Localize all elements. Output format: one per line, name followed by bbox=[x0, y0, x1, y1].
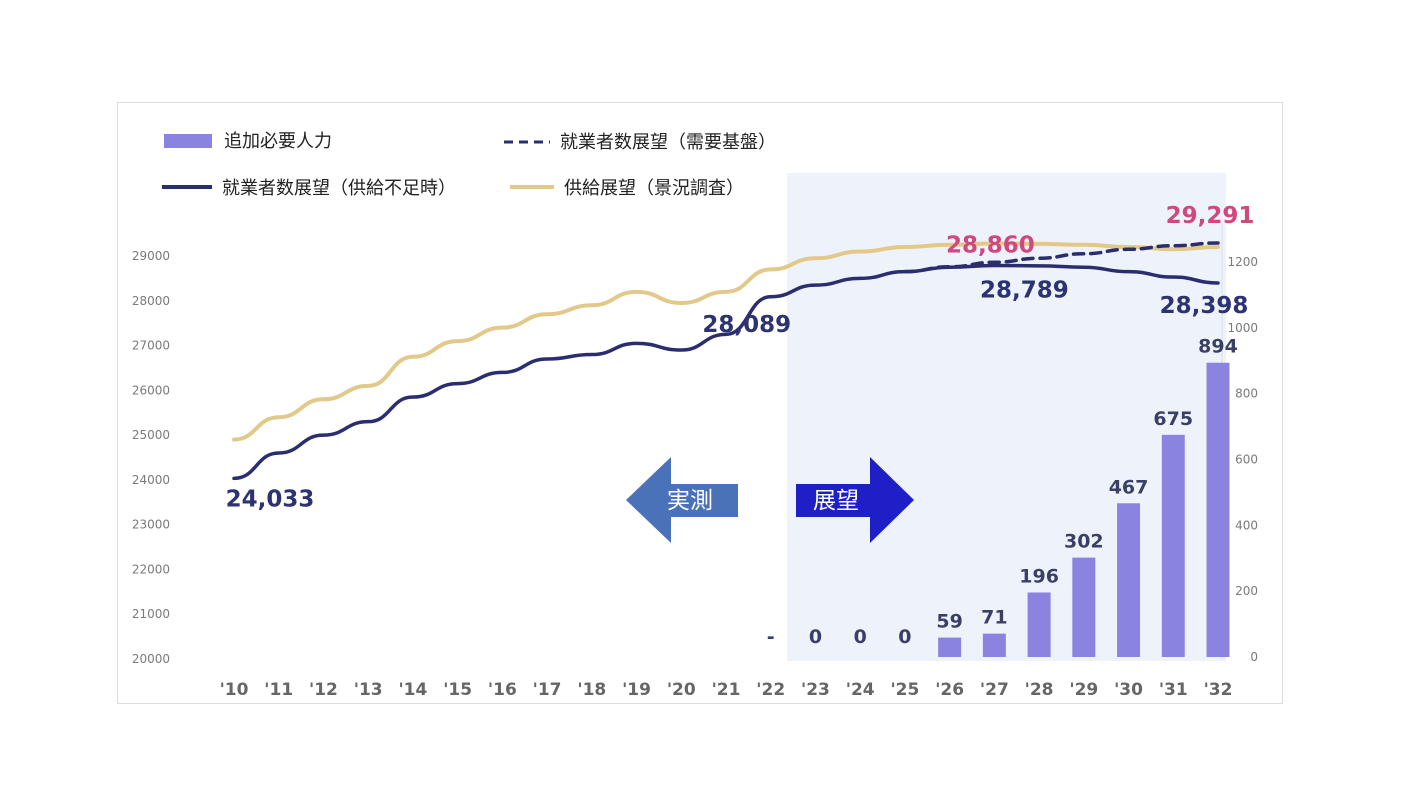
x-tick-label: '21 bbox=[712, 680, 741, 700]
bar-value-label: 0 bbox=[898, 626, 911, 648]
x-tick-label: '26 bbox=[935, 680, 964, 700]
y-left-tick-label: 27000 bbox=[132, 339, 170, 353]
y-left-tick-label: 22000 bbox=[132, 562, 170, 576]
bar-value-label: 71 bbox=[981, 607, 1007, 629]
y-left-tick-label: 21000 bbox=[132, 607, 170, 621]
bar-value-label: 0 bbox=[854, 626, 867, 648]
y-left-tick-label: 24000 bbox=[132, 473, 170, 487]
y-right-tick-label: 400 bbox=[1235, 518, 1258, 532]
y-left-tick-label: 28000 bbox=[132, 294, 170, 308]
x-tick-label: '14 bbox=[398, 680, 427, 700]
y-left-tick-label: 23000 bbox=[132, 518, 170, 532]
data-annotation: 24,033 bbox=[226, 486, 315, 512]
y-left-tick-label: 20000 bbox=[132, 652, 170, 666]
left-arrow-shape bbox=[626, 457, 738, 543]
x-tick-label: '11 bbox=[264, 680, 293, 700]
y-right-tick-label: 200 bbox=[1235, 584, 1258, 598]
legend-dark-label: 就業者数展望（供給不足時） bbox=[222, 178, 456, 199]
y-left-tick-label: 26000 bbox=[132, 383, 170, 397]
x-tick-label: '17 bbox=[533, 680, 562, 700]
data-annotation: 29,291 bbox=[1166, 203, 1255, 229]
series-line bbox=[232, 263, 1220, 481]
x-tick-label: '16 bbox=[488, 680, 517, 700]
lines-layer bbox=[232, 241, 1220, 481]
x-tick-label: '25 bbox=[890, 680, 919, 700]
right-arrow-shape bbox=[796, 457, 914, 543]
data-annotation: 28,860 bbox=[946, 232, 1035, 258]
y-left-tick-label: 29000 bbox=[132, 249, 170, 263]
legend-bar-swatch bbox=[164, 134, 212, 148]
legend-dashed-label: 就業者数展望（需要基盤） bbox=[560, 132, 776, 153]
forecast-arrow-label: 展望 bbox=[813, 488, 859, 514]
bar bbox=[1161, 434, 1185, 657]
x-tick-label: '27 bbox=[980, 680, 1009, 700]
forecast-shade bbox=[787, 173, 1226, 661]
labels-layer: 24,033 28,089 28,789 28,398 28,860 29,291 bbox=[226, 203, 1255, 512]
data-annotation: 28,089 bbox=[702, 312, 791, 338]
y-left-tick-label: 25000 bbox=[132, 428, 170, 442]
y-right-tick-label: 600 bbox=[1235, 453, 1258, 467]
x-tick-label: '20 bbox=[667, 680, 696, 700]
x-tick-label: '18 bbox=[577, 680, 606, 700]
chart: 2000021000220002300024000250002600027000… bbox=[132, 131, 1258, 700]
x-tick-label: '32 bbox=[1204, 680, 1233, 700]
x-tick-label: '24 bbox=[846, 680, 875, 700]
x-tick-label: '28 bbox=[1025, 680, 1054, 700]
actual-arrow-label: 実測 bbox=[667, 488, 713, 514]
x-tick-label: '30 bbox=[1114, 680, 1143, 700]
x-tick-label: '13 bbox=[354, 680, 383, 700]
bar-value-label: 894 bbox=[1198, 336, 1238, 358]
bar bbox=[1072, 557, 1096, 657]
series-line bbox=[232, 241, 1220, 442]
bar bbox=[1117, 503, 1141, 657]
chart-frame: 20000 21000 22000 23000 24000 25000 26000 27000… bbox=[117, 102, 1283, 704]
data-annotation: 28,789 bbox=[980, 277, 1069, 303]
bar bbox=[1027, 592, 1051, 657]
x-tick-label: '12 bbox=[309, 680, 338, 700]
x-tick-label: '29 bbox=[1069, 680, 1098, 700]
y-right-tick-label: 0 bbox=[1250, 650, 1258, 664]
bar bbox=[1206, 362, 1230, 657]
x-tick-label: '10 bbox=[220, 680, 249, 700]
legend-bar-label: 追加必要人力 bbox=[224, 131, 332, 152]
y-right-tick-label: 1200 bbox=[1227, 255, 1258, 269]
x-tick-label: '19 bbox=[622, 680, 651, 700]
bar-value-label: 302 bbox=[1064, 531, 1104, 553]
bar-value-label: 59 bbox=[936, 611, 962, 633]
data-annotation: 28,398 bbox=[1160, 293, 1249, 319]
bar bbox=[938, 637, 962, 657]
bar bbox=[982, 633, 1006, 657]
bar-value-label: - bbox=[767, 626, 775, 648]
bar-value-label: 675 bbox=[1153, 408, 1193, 430]
y-right-tick-label: 800 bbox=[1235, 387, 1258, 401]
x-tick-label: '22 bbox=[756, 680, 785, 700]
bar-value-label: 467 bbox=[1109, 476, 1149, 498]
grid-layer: 2000021000220002300024000250002600027000… bbox=[132, 223, 1258, 700]
bar-value-label: 0 bbox=[809, 626, 822, 648]
x-tick-label: '31 bbox=[1159, 680, 1188, 700]
forecast-arrow: 展望 bbox=[796, 457, 914, 543]
x-tick-label: '23 bbox=[801, 680, 830, 700]
actual-arrow: 実測 bbox=[626, 457, 738, 543]
y-right-tick-label: 1000 bbox=[1227, 321, 1258, 335]
x-tick-label: '15 bbox=[443, 680, 472, 700]
legend: 追加必要人力 就業者数展望（需要基盤） 就業者数展望（供給不足時） 供給展望（景… bbox=[162, 131, 776, 199]
bar-value-label: 196 bbox=[1019, 565, 1059, 587]
legend-gold-label: 供給展望（景況調査） bbox=[564, 178, 744, 199]
